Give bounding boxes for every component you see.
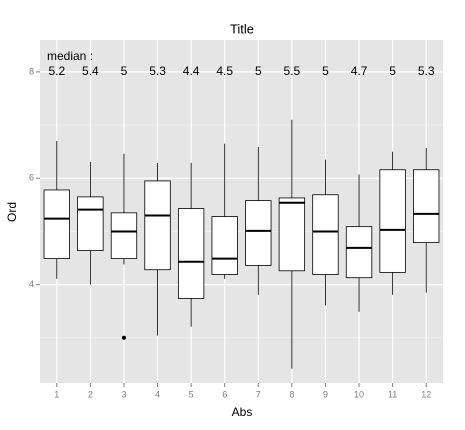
x-tick-label: 12	[421, 389, 431, 399]
x-tick-label: 3	[121, 389, 126, 399]
median-label: 5.3	[149, 64, 166, 78]
x-tick-label: 10	[354, 389, 364, 399]
box	[413, 169, 440, 244]
median-label: 5.3	[418, 64, 435, 78]
x-tick-label: 1	[54, 389, 59, 399]
x-tick-label: 11	[388, 389, 397, 399]
y-axis-title: Ord	[5, 202, 19, 222]
median-label: 5	[121, 64, 128, 78]
median-label: 4.4	[183, 64, 200, 78]
box	[144, 180, 171, 271]
outlier	[121, 335, 126, 340]
x-tick-label: 4	[155, 389, 160, 399]
x-tick-label: 8	[289, 389, 294, 399]
median-label: 5.2	[48, 64, 65, 78]
chart-title: Title	[230, 21, 254, 36]
box	[245, 200, 272, 266]
x-tick-label: 2	[88, 389, 93, 399]
box	[43, 189, 70, 259]
plot-panel	[40, 40, 443, 383]
y-tick-label: 4	[29, 279, 34, 289]
box	[177, 208, 205, 299]
y-tick-label: 8	[29, 66, 34, 76]
box	[110, 212, 138, 259]
box	[379, 169, 406, 273]
median-label: 5	[322, 64, 329, 78]
median-label: 5	[389, 64, 396, 78]
median-label: 4.5	[216, 64, 233, 78]
box	[345, 226, 373, 279]
box	[278, 197, 306, 272]
box	[312, 194, 339, 275]
median-label: 5	[255, 64, 262, 78]
median-label: 4.7	[351, 64, 368, 78]
x-tick-label: 9	[323, 389, 328, 399]
x-tick-label: 5	[189, 389, 194, 399]
annotation: median :	[47, 49, 93, 63]
box	[77, 196, 104, 251]
x-tick-label: 7	[256, 389, 261, 399]
y-tick-label: 6	[29, 173, 34, 183]
x-tick-label: 6	[222, 389, 227, 399]
box	[211, 216, 238, 275]
median-label: 5.5	[284, 64, 301, 78]
x-axis-title: Abs	[232, 405, 253, 419]
median-label: 5.4	[82, 64, 99, 78]
